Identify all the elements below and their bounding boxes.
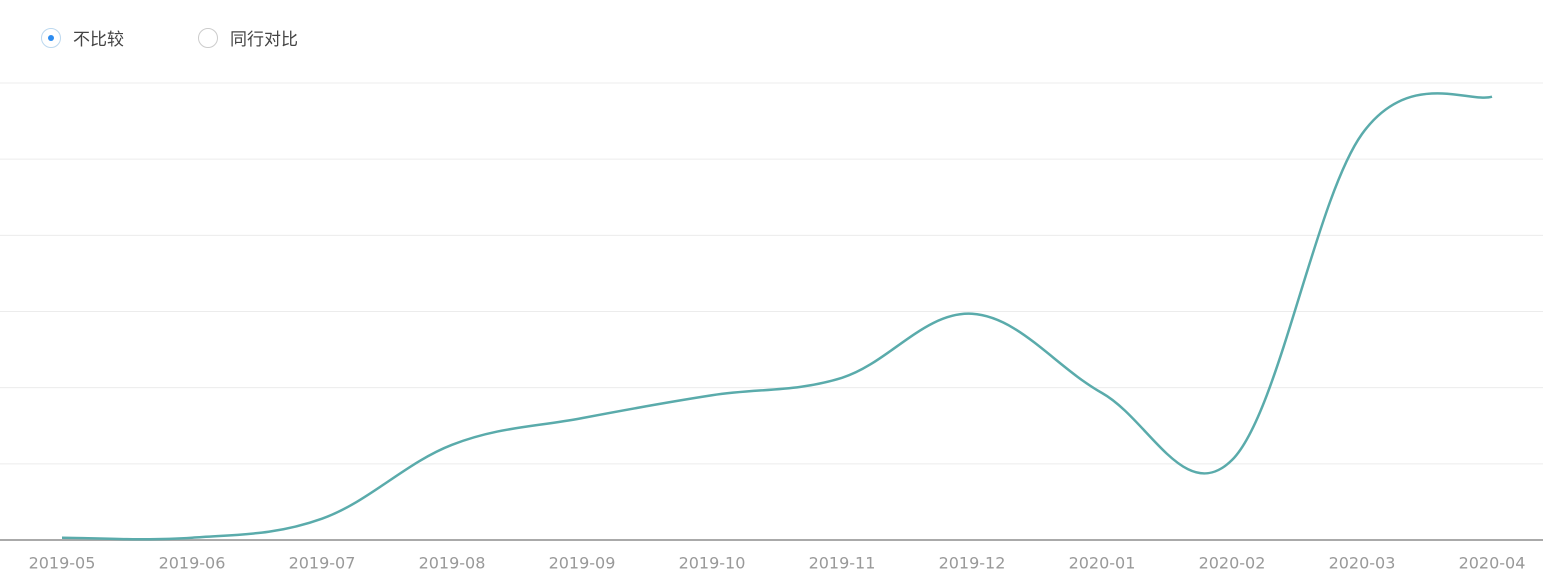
x-tick-label: 2019-12 — [939, 554, 1006, 573]
radio-label: 同行对比 — [230, 30, 298, 50]
x-tick-label: 2019-05 — [29, 554, 96, 573]
x-tick-label: 2020-01 — [1069, 554, 1136, 573]
radio-option[interactable]: 不比较 — [41, 25, 124, 50]
x-tick-label: 2020-04 — [1459, 554, 1526, 573]
radio-option[interactable]: 同行对比 — [198, 25, 298, 50]
line-series — [61, 92, 1493, 541]
x-tick-label: 2019-10 — [679, 554, 746, 573]
radio-button[interactable] — [198, 27, 218, 48]
x-tick-label: 2019-09 — [549, 554, 616, 573]
compare-options: 不比较 同行对比 — [41, 25, 372, 50]
x-tick-label: 2020-03 — [1329, 554, 1396, 573]
x-tick-label: 2020-02 — [1199, 554, 1266, 573]
x-tick-label: 2019-08 — [419, 554, 486, 573]
x-tick-label: 2019-07 — [289, 554, 356, 573]
x-tick-label: 2019-11 — [809, 554, 876, 573]
x-tick-label: 2019-06 — [159, 554, 226, 573]
radio-label: 不比较 — [73, 30, 124, 50]
radio-button[interactable] — [41, 27, 61, 48]
